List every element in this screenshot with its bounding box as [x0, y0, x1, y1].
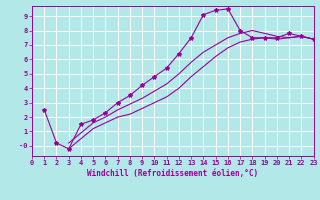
X-axis label: Windchill (Refroidissement éolien,°C): Windchill (Refroidissement éolien,°C)	[87, 169, 258, 178]
